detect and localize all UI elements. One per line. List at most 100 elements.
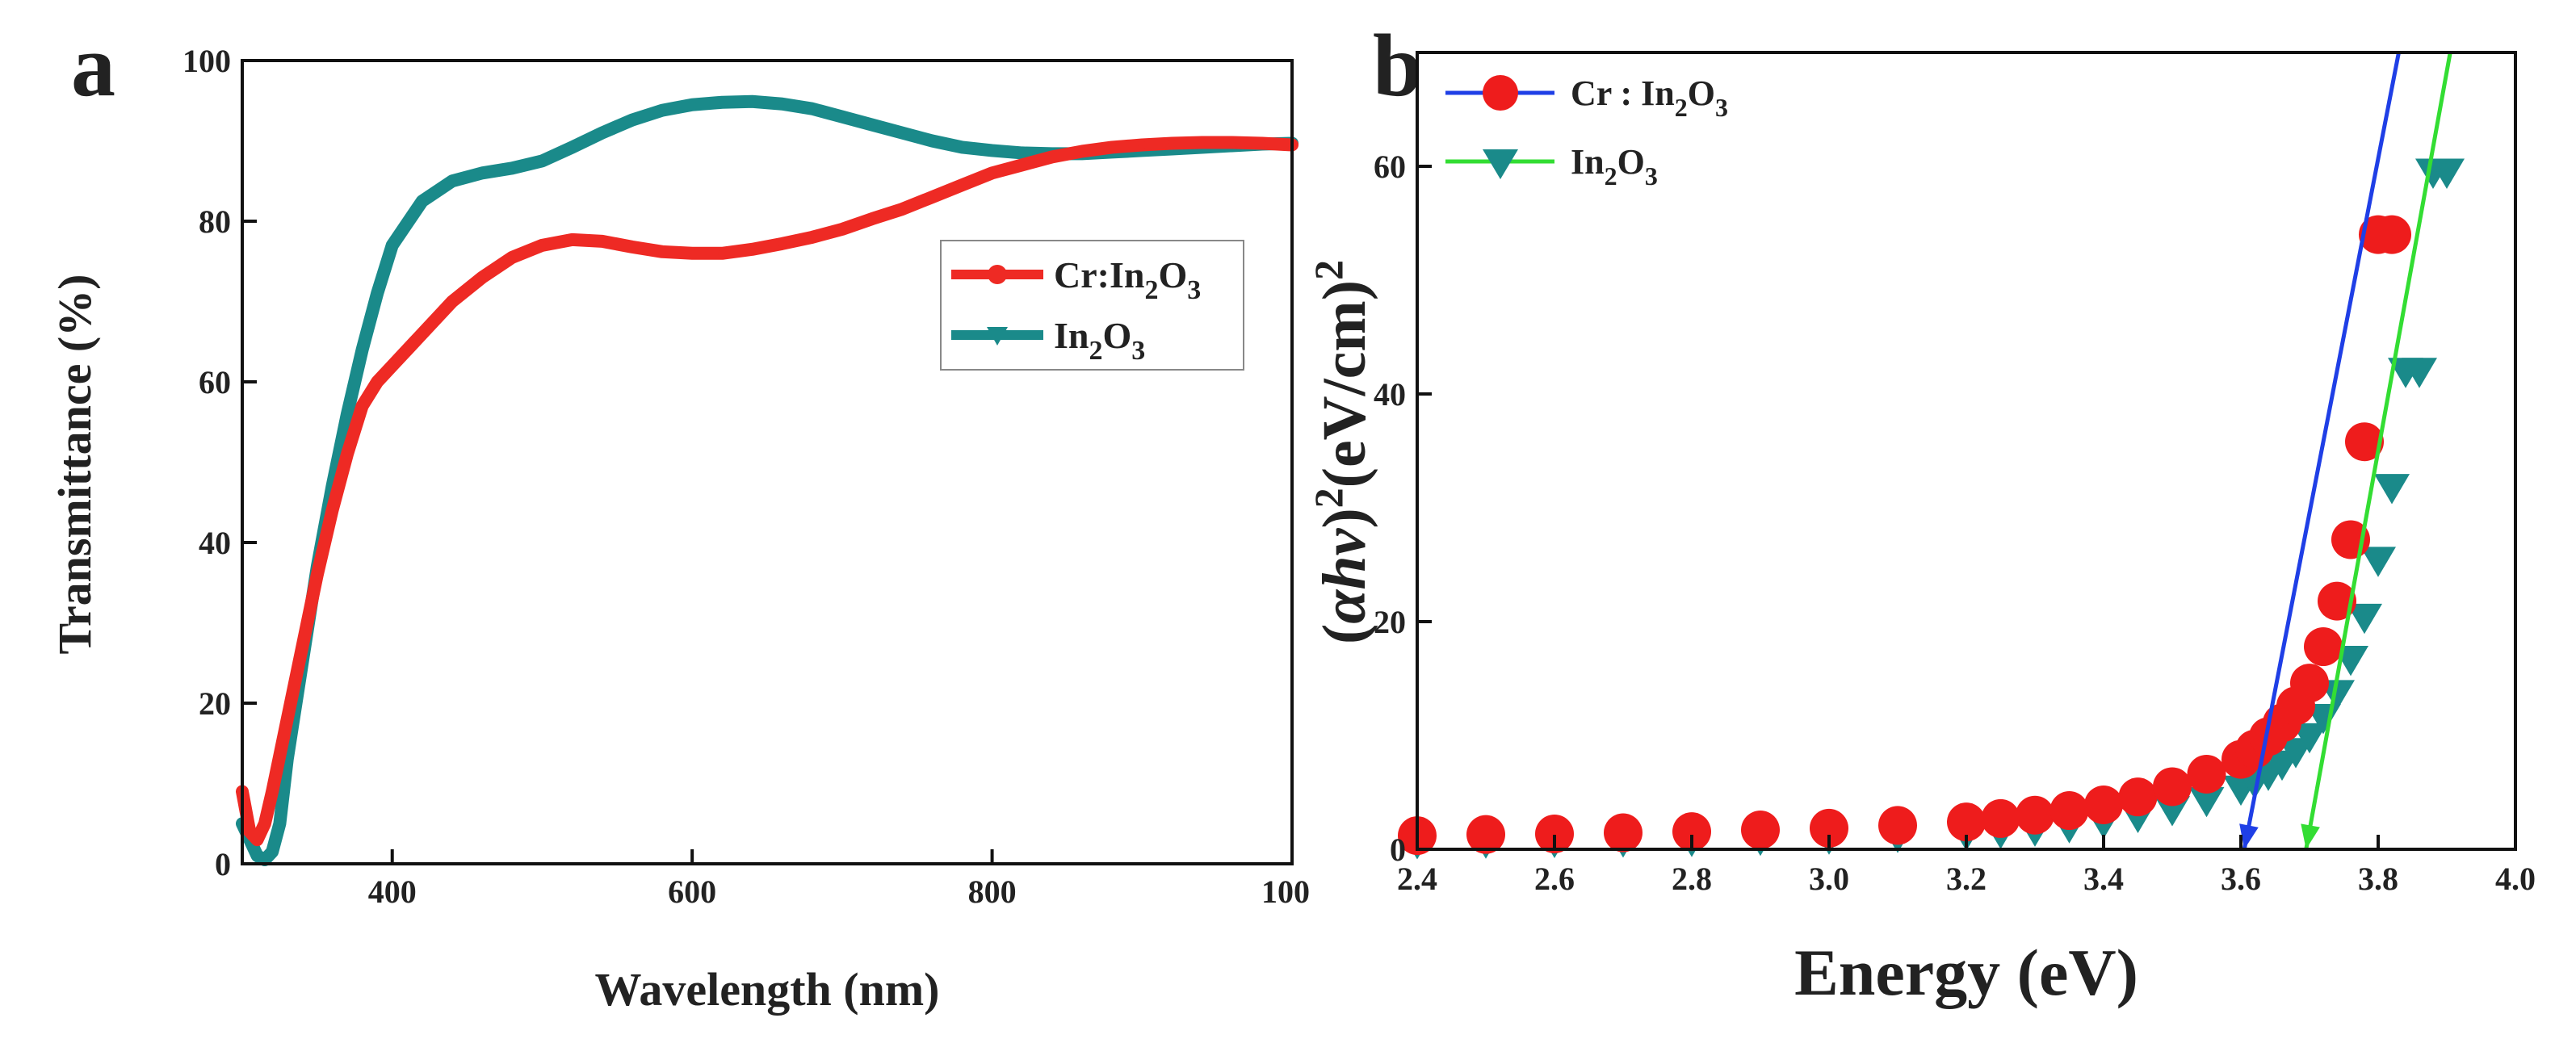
panel-a-legend-entry-in: In2O3: [951, 315, 1145, 366]
panel-b-x-tick-labels: 2.4 2.6 2.8 3.0 3.2 3.4 3.6 3.8 4.0: [1397, 861, 2536, 897]
panel-a-point-cr: [245, 827, 254, 836]
panel-b-legend-label-in: In2O3: [1571, 142, 1658, 191]
panel-a-point-in: [777, 99, 787, 109]
panel-a-legend-frame: [940, 240, 1244, 371]
panel-b-point-in: [2360, 547, 2396, 577]
panel-a-point-cr: [313, 570, 321, 579]
panel-b-y-tick-label: 40: [1374, 376, 1406, 413]
panel-b-point-cr: [1535, 814, 1574, 853]
panel-a-point-cr: [298, 643, 307, 651]
panel-b-x-tick-label: 2.6: [1534, 861, 1575, 897]
panel-a-point-in: [342, 409, 352, 419]
panel-a-point-cr: [1257, 139, 1266, 148]
panel-a-point-cr: [958, 181, 967, 190]
panel-a: a 400 600 800 100 0 20 40 60 80 100 Wavelength (…: [48, 16, 1310, 1016]
panel-a-point-cr: [837, 224, 846, 233]
panel-a-point-cr: [1198, 138, 1206, 147]
panel-a-point-cr: [268, 787, 277, 796]
panel-b: b 2.4 2.6 2.8 3.0 3.2 3.4 3.6 3.8 4.0 0 20 40 60 En…: [1306, 16, 2536, 1009]
panel-a-x-tick-label: 600: [668, 874, 716, 910]
panel-b-ticks: [1416, 165, 2517, 851]
panel-a-point-cr: [448, 297, 456, 306]
panel-b-point-cr: [1981, 798, 2020, 838]
panel-a-legend-label-cr: Cr:In2O3: [1054, 254, 1201, 305]
panel-b-point-cr: [1466, 815, 1505, 854]
panel-a-y-tick-label: 20: [199, 685, 231, 722]
panel-a-y-tick-label: 0: [215, 846, 231, 882]
panel-b-point-cr: [2118, 777, 2158, 817]
panel-b-point-in: [2188, 786, 2225, 818]
panel-a-point-cr: [627, 242, 636, 251]
panel-a-point-cr: [478, 273, 487, 282]
panel-b-point-cr: [2016, 795, 2054, 835]
panel-b-y-tick-labels: 0 20 40 60: [1374, 149, 1406, 868]
panel-b-point-cr: [2345, 422, 2384, 462]
panel-b-point-cr: [2373, 215, 2411, 254]
panel-a-point-in: [987, 146, 997, 156]
panel-a-point-cr: [598, 237, 606, 245]
panel-b-y-tick-label: 60: [1374, 149, 1406, 185]
panel-a-point-cr: [417, 329, 426, 338]
panel-a-point-cr: [928, 193, 937, 202]
panel-a-point-cr: [808, 233, 816, 241]
panel-a-y-axis-label: Transmittance (%): [48, 274, 101, 655]
panel-a-point-cr: [283, 714, 292, 723]
panel-a-point-cr: [1078, 147, 1086, 156]
panel-b-fit-arrow-in: [2301, 823, 2320, 849]
panel-a-point-in: [372, 289, 383, 299]
panel-a-point-in: [537, 157, 548, 166]
panel-b-x-tick-label: 3.8: [2358, 861, 2398, 897]
panel-b-point-cr: [2049, 791, 2089, 831]
panel-a-point-in: [717, 98, 728, 107]
panel-b-x-tick-label: 4.0: [2495, 861, 2536, 897]
panel-b-point-in: [2347, 603, 2382, 635]
panel-a-legend-label-in: In2O3: [1054, 315, 1145, 366]
panel-a-point-in: [837, 112, 847, 122]
panel-b-y-tick-label: 0: [1390, 832, 1406, 868]
panel-a-point-in: [357, 346, 367, 355]
panel-b-x-tick-label: 3.4: [2083, 861, 2124, 897]
panel-b-legend-marker-in: [1483, 149, 1518, 179]
panel-a-point-in: [807, 104, 817, 114]
panel-a-point-cr: [1108, 143, 1117, 152]
panel-a-point-cr: [658, 247, 666, 256]
panel-a-point-in: [447, 177, 457, 186]
panel-a-x-tick-labels: 400 600 800 100: [368, 874, 1310, 910]
panel-a-legend: Cr:In2O3 In2O3: [940, 240, 1244, 371]
panel-b-x-tick-label: 3.2: [1946, 861, 1987, 897]
panel-a-point-in: [657, 106, 667, 115]
panel-a-point-in: [259, 856, 270, 865]
panel-b-label: b: [1373, 16, 1422, 115]
panel-b-point-cr: [2084, 786, 2123, 825]
panel-a-y-tick-label: 40: [199, 525, 231, 561]
panel-b-point-in: [2292, 723, 2327, 754]
panel-a-point-in: [897, 128, 908, 138]
panel-a-x-tick-label: 400: [368, 874, 417, 910]
panel-b-point-cr: [2153, 767, 2192, 806]
panel-a-point-cr: [748, 245, 757, 253]
panel-a-y-tick-label: 100: [183, 43, 231, 79]
panel-a-point-in: [927, 136, 938, 146]
panel-b-legend: Cr : In2O3 In2O3: [1445, 73, 1728, 191]
panel-b-fit-line-in: [2304, 52, 2452, 850]
panel-b-point-cr: [1604, 813, 1643, 853]
panel-a-point-in: [507, 164, 518, 174]
panel-b-point-cr: [2318, 581, 2356, 621]
panel-a-point-cr: [388, 362, 396, 371]
panel-a-legend-entry-cr: Cr:In2O3: [951, 254, 1201, 305]
panel-b-point-cr: [1878, 806, 1917, 845]
panel-a-point-cr: [778, 239, 787, 248]
panel-a-legend-marker-in: [987, 327, 1008, 346]
panel-b-point-cr: [1672, 812, 1711, 852]
panel-a-point-cr: [343, 450, 351, 459]
panel-a-point-cr: [688, 249, 697, 258]
panel-a-point-cr: [373, 378, 382, 386]
panel-a-point-cr: [568, 235, 577, 244]
panel-a-y-tick-label: 60: [199, 364, 231, 400]
panel-b-point-in: [2429, 158, 2465, 189]
panel-b-point-cr: [1741, 811, 1780, 850]
panel-a-point-cr: [260, 819, 269, 828]
panel-a-point-in: [687, 100, 698, 110]
panel-a-point-cr: [898, 205, 907, 214]
